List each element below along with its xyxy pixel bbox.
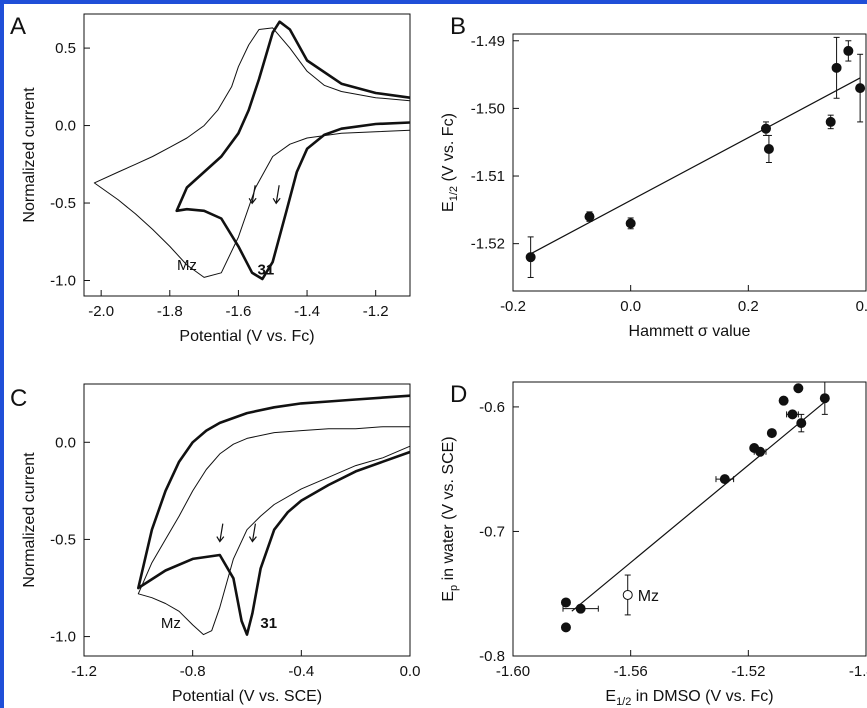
panel-b-xtick-label: 0.4 [856,298,867,315]
panel-d-data-point [766,428,777,439]
panel-c-direction-arrow [216,523,225,543]
panel-d-fit-line [571,401,826,612]
panel-d-data-point [622,589,633,600]
panel-d-data-point [755,446,766,457]
panel-b-ytick-label: -1.50 [471,100,505,117]
panel-b-data-point [855,83,866,94]
panel-d-data-point [575,603,586,614]
panel-b-xtick-label: 0.0 [620,298,641,315]
panel-a-series-line [175,20,411,281]
panel-d-data-point [778,395,789,406]
panel-a-xtick-label: -1.6 [225,303,251,320]
panel-d-xtick-label: -1.56 [614,663,648,680]
panel-c-curve-label: Mz [161,615,181,632]
panel-b-ytick-label: -1.52 [471,236,505,253]
panel-b-xtick-label: 0.2 [738,298,759,315]
panel-d-axes-box [512,381,867,657]
panel-d-ytick-label: -0.6 [479,399,505,416]
panel-d-data-point [787,409,798,420]
panel-b-data-point [763,143,774,154]
panel-a-xtick-label: -1.8 [157,303,183,320]
panel-d-ytick-label: -0.7 [479,523,505,540]
panel-a-series-line [93,27,411,278]
panel-b-ytick-label: -1.51 [471,168,505,185]
panel-a-curve-label: Mz [177,257,197,274]
panel-d-data-point [560,597,571,608]
panel-c-axes-box [83,383,411,657]
panel-c-ylabel: Normalized current [21,452,38,588]
panel-c-xtick-label: -1.2 [71,663,97,680]
panel-d-letter: D [450,381,467,408]
panel-b-data-point [843,45,854,56]
panel-d-xtick-label: -1.52 [731,663,765,680]
panel-a-ytick-label: -1.0 [50,273,76,290]
panel-c-direction-arrow [248,523,257,543]
panel-b-ytick-label: -1.49 [471,33,505,50]
panel-b-xtick-label: -0.2 [500,298,526,315]
panel-d-ytick-label: -0.8 [479,648,505,665]
figure-canvas: -2.0 -1.8 -1.6 -1.4 -1.2 -1.0 -0.5 0.0 0.5 Potent… [10,13,867,708]
panel-d-data-point [793,383,804,394]
panel-c-series-line [137,426,411,636]
panel-a-xtick-label: -2.0 [88,303,114,320]
panel-b-data-point [525,252,536,263]
panel-b-data-point [584,211,595,222]
panel-a-xtick-label: -1.2 [363,303,389,320]
panel-a-xlabel: Potential (V vs. Fc) [179,328,314,345]
panel-c-curve-label: 31 [260,615,277,632]
panel-b-axes-box [512,33,867,292]
panel-a-letter: A [10,13,26,40]
panel-d-point-label: Mz [638,588,659,605]
panel-b-ylabel: E1/2 (V vs. Fc) [440,113,460,212]
panel-b-data-point [831,62,842,73]
panel-b-data-point [625,218,636,229]
panel-d-xtick-label: -1.48 [849,663,867,680]
panel-a-ylabel: Normalized current [21,87,38,223]
panel-d-xlabel: E1/2 in DMSO (V vs. Fc) [605,688,773,708]
panel-a-ytick-label: -0.5 [50,195,76,212]
panel-c-ytick-label: -0.5 [50,531,76,548]
panel-c-ytick-label: -1.0 [50,629,76,646]
panel-c-xlabel: Potential (V vs. SCE) [172,688,322,705]
panel-d-data-point [819,393,830,404]
panel-c-xtick-label: 0.0 [400,663,421,680]
panel-b-xlabel: Hammett σ value [629,323,751,340]
panel-c-ytick-label: 0.0 [55,434,76,451]
panel-a-axes-box [83,13,411,297]
panel-c-letter: C [10,385,27,412]
panel-b-letter: B [450,13,466,40]
panel-d-ylabel: Ep in water (V vs. SCE) [440,436,460,601]
panel-a-ytick-label: 0.5 [55,40,76,57]
panel-a-ytick-label: 0.0 [55,118,76,135]
panel-a-xtick-label: -1.4 [294,303,320,320]
panel-c-xtick-label: -0.8 [180,663,206,680]
panel-d-xtick-label: -1.60 [496,663,530,680]
panel-d-data-point [796,418,807,429]
panel-d-data-point [560,622,571,633]
panel-b-fit-line [530,77,861,255]
panel-c-xtick-label: -0.4 [288,663,314,680]
panel-a-direction-arrow [272,185,281,205]
panel-b-data-point [825,116,836,127]
panel-a-curve-label: 31 [258,262,275,279]
panel-b-data-point [760,123,771,134]
panel-c-series-line [137,394,411,636]
panel-a-direction-arrow [248,185,257,205]
panel-d-data-point [719,474,730,485]
